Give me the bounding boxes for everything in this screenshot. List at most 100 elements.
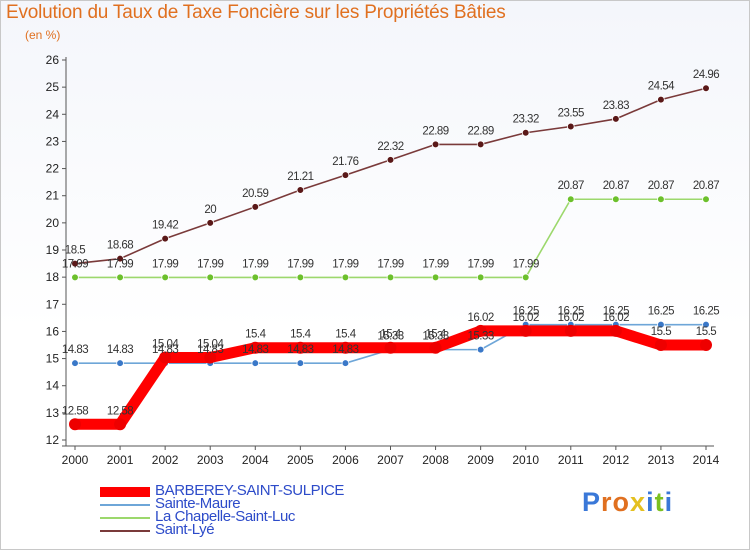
data-point: [431, 140, 440, 149]
data-point: [612, 115, 620, 123]
data-label: 17.99: [287, 258, 313, 270]
x-tick-label: 2009: [467, 453, 494, 467]
data-point: [116, 273, 124, 282]
data-point: [296, 186, 305, 194]
data-point: [206, 273, 215, 282]
x-tick-label: 2013: [648, 453, 675, 467]
data-label: 15.4: [380, 329, 401, 341]
data-point: [657, 195, 665, 204]
x-tick-label: 2002: [152, 453, 179, 467]
data-label: 17.99: [332, 258, 358, 270]
data-label: 16.25: [693, 306, 719, 318]
series-line-3: [74, 87, 707, 265]
data-label: 16.02: [558, 312, 584, 324]
y-tick-label: 25: [46, 80, 60, 94]
data-label: 15.4: [425, 329, 446, 341]
data-label: 15.33: [468, 331, 494, 343]
legend-label: La Chapelle-Saint-Luc: [155, 508, 296, 525]
data-point: [69, 418, 81, 431]
data-label: 23.32: [513, 114, 539, 126]
data-label: 15.33: [377, 331, 403, 343]
data-point: [71, 259, 79, 268]
y-tick-label: 22: [46, 162, 60, 176]
chart-subtitle: (en %): [25, 28, 61, 42]
data-label: 23.83: [603, 100, 629, 112]
data-point: [341, 359, 350, 367]
data-label: 14.83: [242, 344, 268, 356]
data-label: 15.4: [290, 329, 311, 341]
legend-swatch: [100, 487, 150, 497]
data-label: 20.87: [603, 180, 629, 192]
y-tick-label: 16: [46, 324, 60, 338]
data-point: [566, 195, 575, 204]
data-point: [159, 351, 172, 364]
data-point: [702, 320, 710, 329]
data-label: 17.99: [377, 258, 403, 270]
data-label: 16.25: [648, 306, 674, 318]
data-point: [519, 324, 532, 337]
y-tick-label: 21: [46, 189, 60, 203]
data-label: 12.58: [62, 405, 88, 417]
data-label: 14.83: [62, 344, 88, 356]
data-label: 17.99: [242, 258, 268, 270]
logo-letter: P: [582, 487, 602, 517]
data-point: [341, 273, 350, 282]
data-label: 16.02: [603, 312, 629, 324]
data-label: 17.99: [513, 258, 539, 270]
data-label: 18.5: [65, 245, 85, 257]
data-label: 16.25: [558, 306, 584, 318]
data-label: 15.4: [335, 329, 356, 341]
data-point: [521, 273, 530, 282]
data-label: 24.96: [693, 69, 719, 81]
data-label: 21.76: [332, 156, 358, 168]
data-point: [204, 351, 217, 364]
data-point: [654, 339, 667, 351]
data-point: [71, 359, 79, 367]
data-point: [431, 273, 440, 282]
y-tick-label: 19: [46, 243, 60, 257]
legend-swatch: [100, 530, 150, 532]
x-tick-label: 2010: [512, 453, 539, 467]
data-point: [566, 122, 575, 131]
data-point: [609, 324, 622, 337]
y-tick-label: 24: [46, 107, 60, 121]
data-label: 23.55: [558, 108, 584, 120]
y-tick-label: 17: [46, 297, 60, 311]
data-label: 15.5: [651, 326, 671, 338]
data-label: 24.54: [648, 81, 675, 93]
data-point: [161, 234, 169, 243]
data-point: [476, 140, 485, 149]
data-label: 20: [204, 204, 216, 216]
logo-letter: x: [630, 487, 647, 517]
y-tick-label: 26: [46, 53, 60, 67]
data-point: [702, 195, 710, 204]
y-tick-label: 20: [46, 216, 60, 230]
data-label: 17.99: [62, 258, 88, 270]
x-tick-label: 2011: [558, 453, 584, 467]
data-point: [386, 273, 395, 282]
data-point: [71, 273, 79, 282]
data-point: [474, 324, 487, 337]
data-label: 20.87: [648, 180, 674, 192]
data-point: [612, 195, 620, 204]
y-tick-label: 23: [46, 134, 60, 148]
logo-letter: i: [646, 487, 655, 517]
data-point: [161, 273, 169, 282]
data-point: [296, 273, 305, 282]
data-point: [116, 359, 124, 367]
data-label: 17.99: [107, 258, 133, 270]
data-label: 22.89: [468, 125, 494, 137]
x-tick-label: 2014: [693, 453, 720, 467]
data-label: 12.58: [107, 405, 133, 417]
data-point: [206, 219, 215, 227]
x-tick-label: 2007: [377, 453, 404, 467]
y-tick-label: 18: [46, 270, 60, 284]
legend-label: Sainte-Maure: [155, 495, 241, 512]
data-label: 20.87: [693, 180, 719, 192]
chart-title: Evolution du Taux de Taxe Foncière sur l…: [6, 2, 506, 23]
data-label: 17.99: [422, 258, 448, 270]
y-tick-label: 14: [46, 379, 60, 393]
x-tick-label: 2005: [287, 453, 314, 467]
